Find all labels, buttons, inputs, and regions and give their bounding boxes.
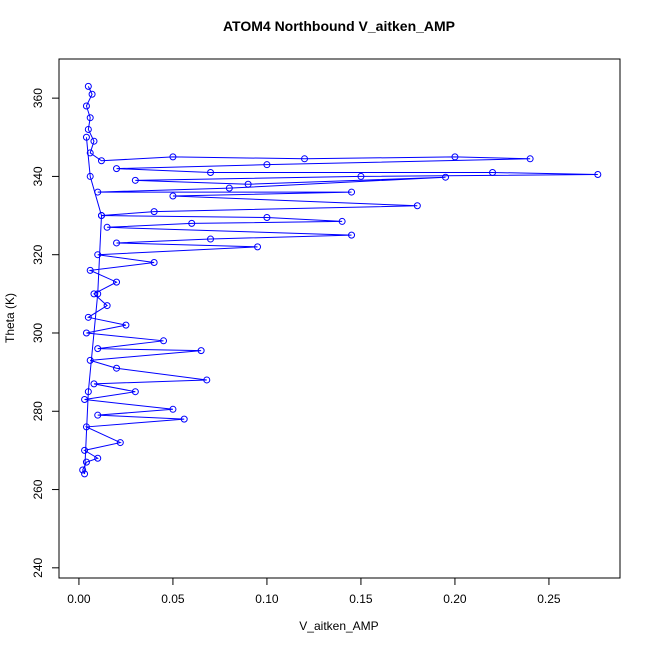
x-tick-label: 0.25 bbox=[537, 592, 561, 606]
data-point bbox=[113, 278, 121, 286]
data-point bbox=[207, 169, 215, 177]
data-point bbox=[82, 133, 90, 141]
data-point bbox=[84, 388, 92, 396]
data-point bbox=[131, 388, 139, 396]
data-point bbox=[86, 172, 94, 180]
data-point bbox=[244, 180, 252, 188]
data-point bbox=[103, 302, 111, 310]
data-point bbox=[526, 155, 534, 163]
y-tick-label: 340 bbox=[31, 166, 45, 186]
data-point bbox=[94, 345, 102, 353]
data-point bbox=[94, 290, 102, 298]
x-tick-label: 0.00 bbox=[67, 592, 91, 606]
data-point bbox=[97, 157, 105, 165]
data-point bbox=[203, 376, 211, 384]
data-point bbox=[79, 466, 87, 474]
data-point bbox=[169, 192, 177, 200]
data-point bbox=[113, 364, 121, 372]
data-point bbox=[94, 251, 102, 259]
chart-title: ATOM4 Northbound V_aitken_AMP bbox=[223, 18, 455, 34]
data-point bbox=[442, 173, 450, 181]
data-point bbox=[160, 337, 168, 345]
x-tick-label: 0.10 bbox=[255, 592, 279, 606]
data-point bbox=[113, 165, 121, 173]
data-point bbox=[489, 169, 497, 177]
data-line bbox=[82, 86, 598, 475]
data-point bbox=[82, 102, 90, 110]
data-point bbox=[82, 458, 90, 466]
data-point bbox=[263, 161, 271, 169]
x-tick-label: 0.20 bbox=[443, 592, 467, 606]
data-point bbox=[188, 219, 196, 227]
data-point bbox=[81, 446, 89, 454]
data-point bbox=[81, 396, 89, 404]
data-point bbox=[86, 149, 94, 157]
data-point bbox=[169, 153, 177, 161]
data-point bbox=[169, 405, 177, 413]
data-point bbox=[88, 90, 96, 98]
data-point bbox=[86, 266, 94, 274]
x-tick-label: 0.15 bbox=[349, 592, 373, 606]
data-point bbox=[84, 82, 92, 90]
data-point bbox=[207, 235, 215, 243]
y-tick-label: 320 bbox=[31, 244, 45, 264]
y-tick-label: 300 bbox=[31, 323, 45, 343]
data-point bbox=[594, 170, 602, 178]
data-point bbox=[94, 188, 102, 196]
data-point bbox=[94, 454, 102, 462]
data-point bbox=[84, 125, 92, 133]
data-point bbox=[348, 231, 356, 239]
data-point bbox=[338, 217, 346, 225]
data-point bbox=[116, 439, 124, 447]
x-tick-label: 0.05 bbox=[161, 592, 185, 606]
data-point bbox=[97, 212, 105, 220]
data-point bbox=[82, 329, 90, 337]
data-point bbox=[150, 208, 158, 216]
y-tick-label: 240 bbox=[31, 557, 45, 577]
data-point bbox=[103, 223, 111, 231]
y-axis-label: Theta (K) bbox=[3, 293, 17, 343]
data-point bbox=[94, 411, 102, 419]
data-point bbox=[413, 202, 421, 210]
data-point bbox=[82, 423, 90, 431]
data-point bbox=[86, 356, 94, 364]
y-tick-label: 360 bbox=[31, 88, 45, 108]
data-point bbox=[180, 415, 188, 423]
data-point bbox=[150, 259, 158, 267]
data-point bbox=[254, 243, 262, 251]
data-point bbox=[301, 155, 309, 163]
data-point bbox=[90, 137, 98, 145]
data-point bbox=[263, 214, 271, 222]
data-point bbox=[131, 176, 139, 184]
data-point bbox=[122, 321, 130, 329]
data-point bbox=[197, 347, 205, 355]
data-point bbox=[90, 290, 98, 298]
data-point bbox=[113, 239, 121, 247]
y-tick-label: 280 bbox=[31, 401, 45, 421]
data-point bbox=[348, 188, 356, 196]
data-point bbox=[81, 470, 89, 478]
x-axis-label: V_aitken_AMP bbox=[299, 619, 378, 633]
data-point bbox=[451, 153, 459, 161]
plot-frame bbox=[58, 58, 621, 579]
data-point bbox=[86, 114, 94, 122]
data-point bbox=[84, 313, 92, 321]
data-point bbox=[90, 380, 98, 388]
data-point bbox=[225, 184, 233, 192]
data-point bbox=[357, 172, 365, 180]
y-tick-label: 260 bbox=[31, 479, 45, 499]
